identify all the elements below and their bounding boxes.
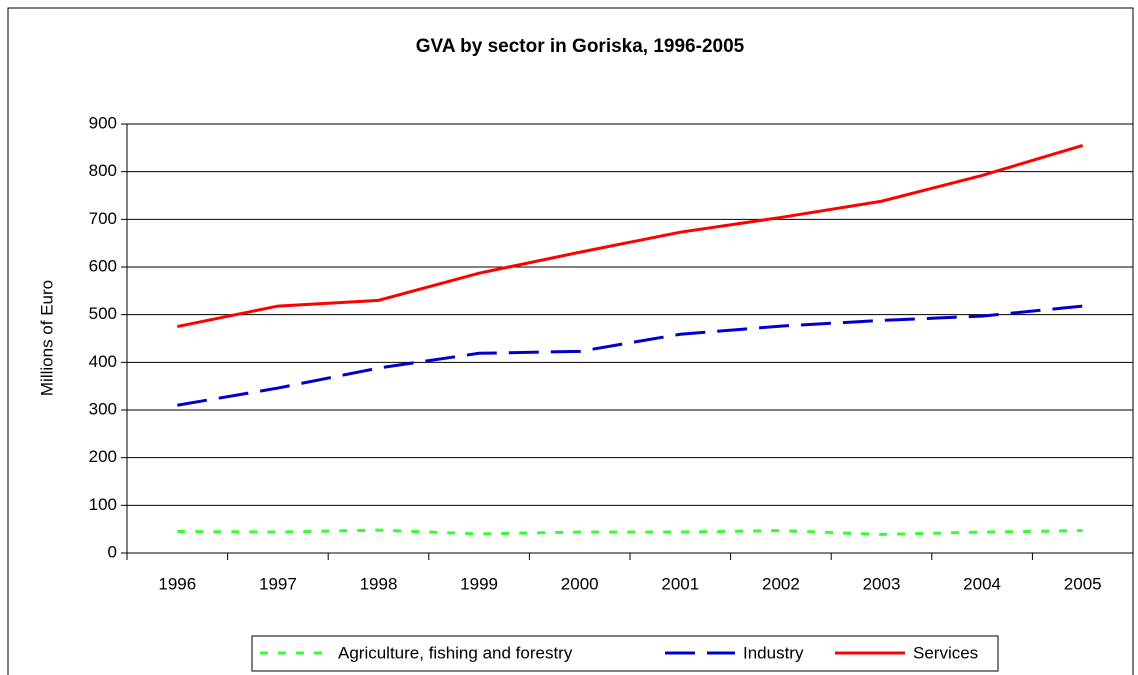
x-tick-label: 1996 xyxy=(158,574,196,593)
x-tick-label: 2003 xyxy=(863,574,901,593)
x-tick-label: 1997 xyxy=(259,574,297,593)
x-tick-label: 2004 xyxy=(963,574,1001,593)
series-line xyxy=(177,144,1084,329)
legend-label: Services xyxy=(913,643,978,662)
chart-frame xyxy=(7,7,1134,675)
legend-label: Industry xyxy=(743,643,804,662)
y-tick-label: 600 xyxy=(89,256,117,275)
y-tick-label: 0 xyxy=(108,542,117,561)
x-tick-label: 2000 xyxy=(561,574,599,593)
y-tick-label: 700 xyxy=(89,209,117,228)
y-tick-label: 800 xyxy=(89,161,117,180)
y-tick-label: 400 xyxy=(89,352,117,371)
y-tick-label: 200 xyxy=(89,447,117,466)
x-tick-label: 1998 xyxy=(360,574,398,593)
x-tick-label: 2002 xyxy=(762,574,800,593)
y-tick-label: 900 xyxy=(89,113,117,132)
y-tick-label: 100 xyxy=(89,495,117,514)
y-axis-label: Millions of Euro xyxy=(37,280,56,396)
x-tick-label: 2001 xyxy=(661,574,699,593)
x-tick-label: 2005 xyxy=(1064,574,1102,593)
y-tick-label: 300 xyxy=(89,399,117,418)
x-tick-label: 1999 xyxy=(460,574,498,593)
legend-label: Agriculture, fishing and forestry xyxy=(338,643,573,662)
chart-title: GVA by sector in Goriska, 1996-2005 xyxy=(416,36,745,57)
y-tick-label: 500 xyxy=(89,304,117,323)
series-line xyxy=(177,528,1083,536)
series-line xyxy=(177,304,1083,407)
